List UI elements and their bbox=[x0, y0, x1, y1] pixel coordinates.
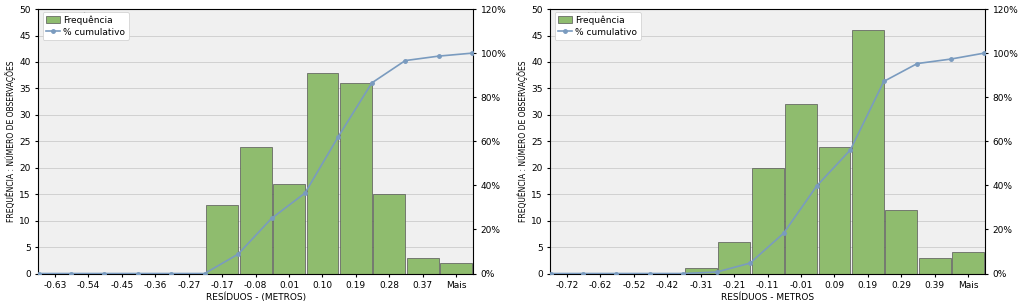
Bar bbox=[952, 252, 984, 274]
X-axis label: RESÍDUOS - METROS: RESÍDUOS - METROS bbox=[721, 293, 814, 302]
Bar bbox=[718, 242, 751, 274]
Text: b): b) bbox=[588, 12, 600, 25]
Bar bbox=[240, 147, 271, 274]
X-axis label: RESÍDUOS - (METROS): RESÍDUOS - (METROS) bbox=[206, 293, 306, 302]
Bar bbox=[919, 258, 950, 274]
Bar bbox=[886, 210, 918, 274]
Text: a): a) bbox=[76, 12, 88, 25]
Bar bbox=[818, 147, 850, 274]
Bar bbox=[852, 30, 884, 274]
Legend: Frequência, % cumulativo: Frequência, % cumulativo bbox=[555, 12, 641, 40]
Bar bbox=[407, 258, 438, 274]
Bar bbox=[374, 194, 406, 274]
Bar bbox=[785, 104, 817, 274]
Y-axis label: FREQUÊNCIA : NÚMERO DE OBSERVAÇÕES: FREQUÊNCIA : NÚMERO DE OBSERVAÇÕES bbox=[517, 61, 528, 222]
Bar bbox=[340, 83, 372, 274]
Bar bbox=[685, 268, 717, 274]
Y-axis label: FREQUÊNCIA : NÚMERO DE OBSERVAÇÕES: FREQUÊNCIA : NÚMERO DE OBSERVAÇÕES bbox=[5, 61, 16, 222]
Bar bbox=[440, 263, 472, 274]
Bar bbox=[752, 168, 783, 274]
Bar bbox=[206, 205, 239, 274]
Legend: Frequência, % cumulativo: Frequência, % cumulativo bbox=[43, 12, 129, 40]
Bar bbox=[273, 184, 305, 274]
Bar bbox=[306, 72, 338, 274]
